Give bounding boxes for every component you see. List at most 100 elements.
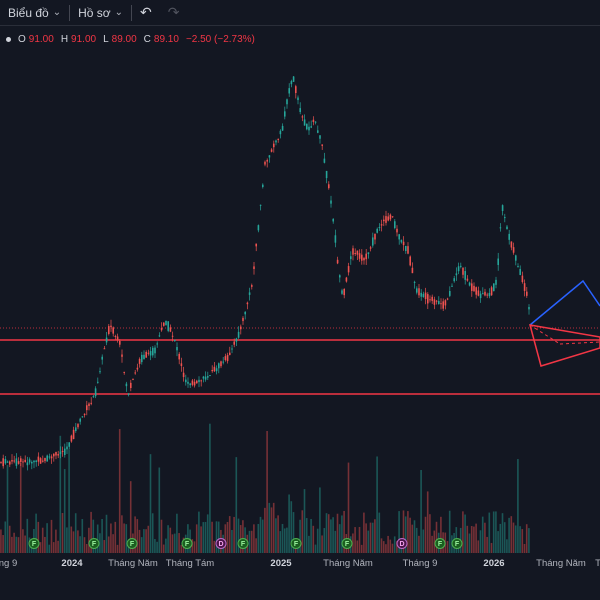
candle-body — [202, 376, 205, 379]
candle-body — [409, 256, 411, 266]
dividend-event-icon[interactable]: D — [396, 538, 408, 549]
volume-bar — [123, 523, 125, 553]
volume-bar — [495, 511, 497, 553]
volume-bar — [312, 525, 315, 553]
candle-body — [215, 368, 218, 372]
financials-event-icon[interactable]: F — [237, 538, 249, 549]
volume-bar — [275, 518, 277, 553]
undo-icon[interactable]: ↶ — [140, 4, 152, 20]
volume-bar — [429, 514, 431, 553]
candle-body — [484, 291, 486, 296]
volume-bar — [2, 535, 4, 553]
candle-body — [295, 86, 297, 94]
volume-bar — [231, 529, 233, 553]
candle-body — [288, 88, 290, 94]
candle-body — [44, 458, 46, 462]
high-key: H — [60, 34, 69, 45]
volume-bar — [503, 522, 506, 553]
volume-bar — [431, 535, 433, 553]
financials-event-icon[interactable]: F — [28, 538, 40, 549]
volume-bar — [41, 527, 44, 553]
candle-body — [198, 379, 200, 383]
financials-event-icon[interactable]: F — [434, 538, 446, 549]
projection-up-path[interactable] — [529, 279, 600, 326]
candle-body — [473, 285, 475, 292]
candle-body — [475, 287, 477, 295]
candle-body — [125, 383, 128, 387]
volume-bar — [213, 540, 216, 553]
volume-bar — [288, 494, 290, 553]
financials-event-icon[interactable]: F — [451, 538, 463, 549]
candle-body — [442, 301, 444, 309]
volume-bar — [422, 529, 425, 553]
volume-bar — [466, 525, 469, 553]
financials-event-icon[interactable]: F — [341, 538, 353, 549]
volume-bar — [281, 523, 284, 553]
financials-event-icon[interactable]: F — [181, 538, 193, 549]
candle-body — [116, 336, 119, 340]
candle-body — [471, 283, 473, 291]
redo-icon[interactable]: ↷ — [167, 4, 180, 20]
candle-body — [383, 219, 385, 222]
volume-bar — [125, 524, 128, 553]
volume-bar — [341, 515, 343, 553]
time-axis-label: Tháng Năm — [323, 558, 373, 569]
candle-body — [152, 347, 154, 356]
candle-body — [319, 135, 321, 139]
volume-bar — [248, 530, 251, 553]
profile-menu[interactable]: Hồ sơ ⌄ — [70, 0, 131, 26]
candle-body — [88, 403, 90, 407]
candle-body — [149, 351, 152, 356]
candle-body — [391, 216, 394, 218]
dividend-event-icon[interactable]: D — [215, 538, 227, 549]
time-axis[interactable]: ng 9 2024 Tháng Năm Tháng Tám 2025 Tháng Năm T… — [0, 556, 600, 578]
low-key: L — [103, 34, 109, 45]
volume-bar — [497, 531, 499, 553]
volume-bar — [371, 522, 374, 553]
volume-bar — [398, 511, 400, 553]
candle-body — [136, 367, 139, 370]
candle-body — [9, 461, 11, 465]
time-axis-label: Tháng Năm — [536, 558, 586, 569]
volume-bar — [59, 435, 62, 553]
financials-event-icon[interactable]: F — [290, 538, 302, 549]
volume-bar — [462, 511, 464, 553]
candle-body — [323, 158, 326, 163]
chart-menu[interactable]: Biểu đồ ⌄ — [0, 0, 69, 26]
volume-bar — [121, 515, 123, 553]
volume-bar — [382, 541, 385, 553]
financials-event-icon[interactable]: F — [126, 538, 138, 549]
volume-bar — [433, 530, 436, 553]
candle-body — [418, 288, 420, 296]
volume-bar — [407, 511, 409, 553]
candle-body — [270, 149, 273, 152]
candlesticks — [0, 76, 530, 471]
candle-body — [317, 130, 319, 133]
projection-down-box[interactable] — [528, 324, 600, 367]
volume-bar — [17, 537, 20, 553]
volume-bar — [393, 536, 396, 553]
candle-body — [380, 224, 383, 226]
volume-bar — [440, 516, 442, 553]
candle-body — [477, 290, 480, 296]
candle-body — [70, 435, 73, 442]
volume-bar — [193, 541, 196, 553]
candle-body — [462, 267, 464, 275]
candle-body — [200, 380, 202, 382]
volume-bar — [308, 535, 310, 553]
volume-bar — [360, 544, 363, 553]
candle-body — [251, 285, 253, 287]
candle-body — [486, 294, 488, 296]
candle-body — [352, 248, 354, 255]
volume-bar — [55, 529, 57, 553]
candle-body — [435, 300, 438, 302]
candle-body — [59, 451, 62, 455]
candle-body — [75, 427, 77, 432]
candle-body — [301, 116, 304, 118]
high-value: 91.00 — [71, 34, 97, 45]
volume-bar — [112, 534, 114, 553]
financials-event-icon[interactable]: F — [88, 538, 100, 549]
ohlc-legend: O 91.00 H 91.00 L 89.00 C 89.10 −2.50 (−2.73… — [6, 34, 259, 45]
candle-body — [444, 300, 447, 306]
